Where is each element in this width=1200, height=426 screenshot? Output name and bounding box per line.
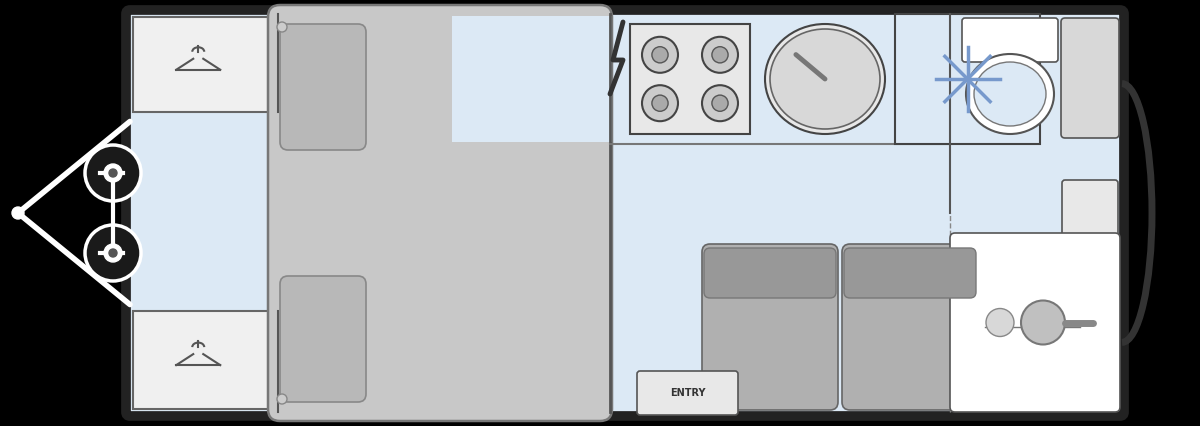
FancyBboxPatch shape bbox=[702, 244, 838, 410]
FancyBboxPatch shape bbox=[268, 5, 612, 421]
FancyBboxPatch shape bbox=[280, 24, 366, 150]
Circle shape bbox=[12, 207, 24, 219]
FancyBboxPatch shape bbox=[280, 276, 366, 402]
Ellipse shape bbox=[966, 54, 1054, 134]
Circle shape bbox=[109, 169, 118, 177]
FancyBboxPatch shape bbox=[1061, 18, 1120, 138]
Circle shape bbox=[652, 95, 668, 111]
Circle shape bbox=[104, 244, 122, 262]
Circle shape bbox=[104, 164, 122, 182]
Circle shape bbox=[85, 225, 142, 281]
Circle shape bbox=[277, 394, 287, 404]
FancyBboxPatch shape bbox=[895, 14, 1040, 144]
Circle shape bbox=[986, 308, 1014, 337]
FancyBboxPatch shape bbox=[630, 24, 750, 134]
FancyBboxPatch shape bbox=[126, 10, 1124, 416]
Circle shape bbox=[652, 47, 668, 63]
Circle shape bbox=[702, 37, 738, 73]
FancyBboxPatch shape bbox=[985, 252, 1080, 402]
FancyBboxPatch shape bbox=[844, 248, 976, 298]
FancyBboxPatch shape bbox=[842, 244, 978, 410]
FancyBboxPatch shape bbox=[950, 233, 1120, 412]
FancyBboxPatch shape bbox=[637, 371, 738, 415]
Ellipse shape bbox=[770, 29, 880, 129]
FancyBboxPatch shape bbox=[452, 16, 612, 142]
Ellipse shape bbox=[974, 62, 1046, 126]
FancyBboxPatch shape bbox=[1062, 180, 1118, 236]
Circle shape bbox=[109, 249, 118, 257]
Circle shape bbox=[277, 22, 287, 32]
FancyBboxPatch shape bbox=[962, 18, 1058, 62]
Ellipse shape bbox=[766, 24, 886, 134]
FancyBboxPatch shape bbox=[133, 17, 278, 112]
Circle shape bbox=[642, 37, 678, 73]
Circle shape bbox=[85, 145, 142, 201]
Circle shape bbox=[1021, 300, 1066, 345]
FancyBboxPatch shape bbox=[133, 311, 278, 409]
Circle shape bbox=[712, 47, 728, 63]
Circle shape bbox=[702, 85, 738, 121]
Text: ENTRY: ENTRY bbox=[670, 388, 706, 398]
Circle shape bbox=[642, 85, 678, 121]
FancyBboxPatch shape bbox=[704, 248, 836, 298]
Circle shape bbox=[712, 95, 728, 111]
